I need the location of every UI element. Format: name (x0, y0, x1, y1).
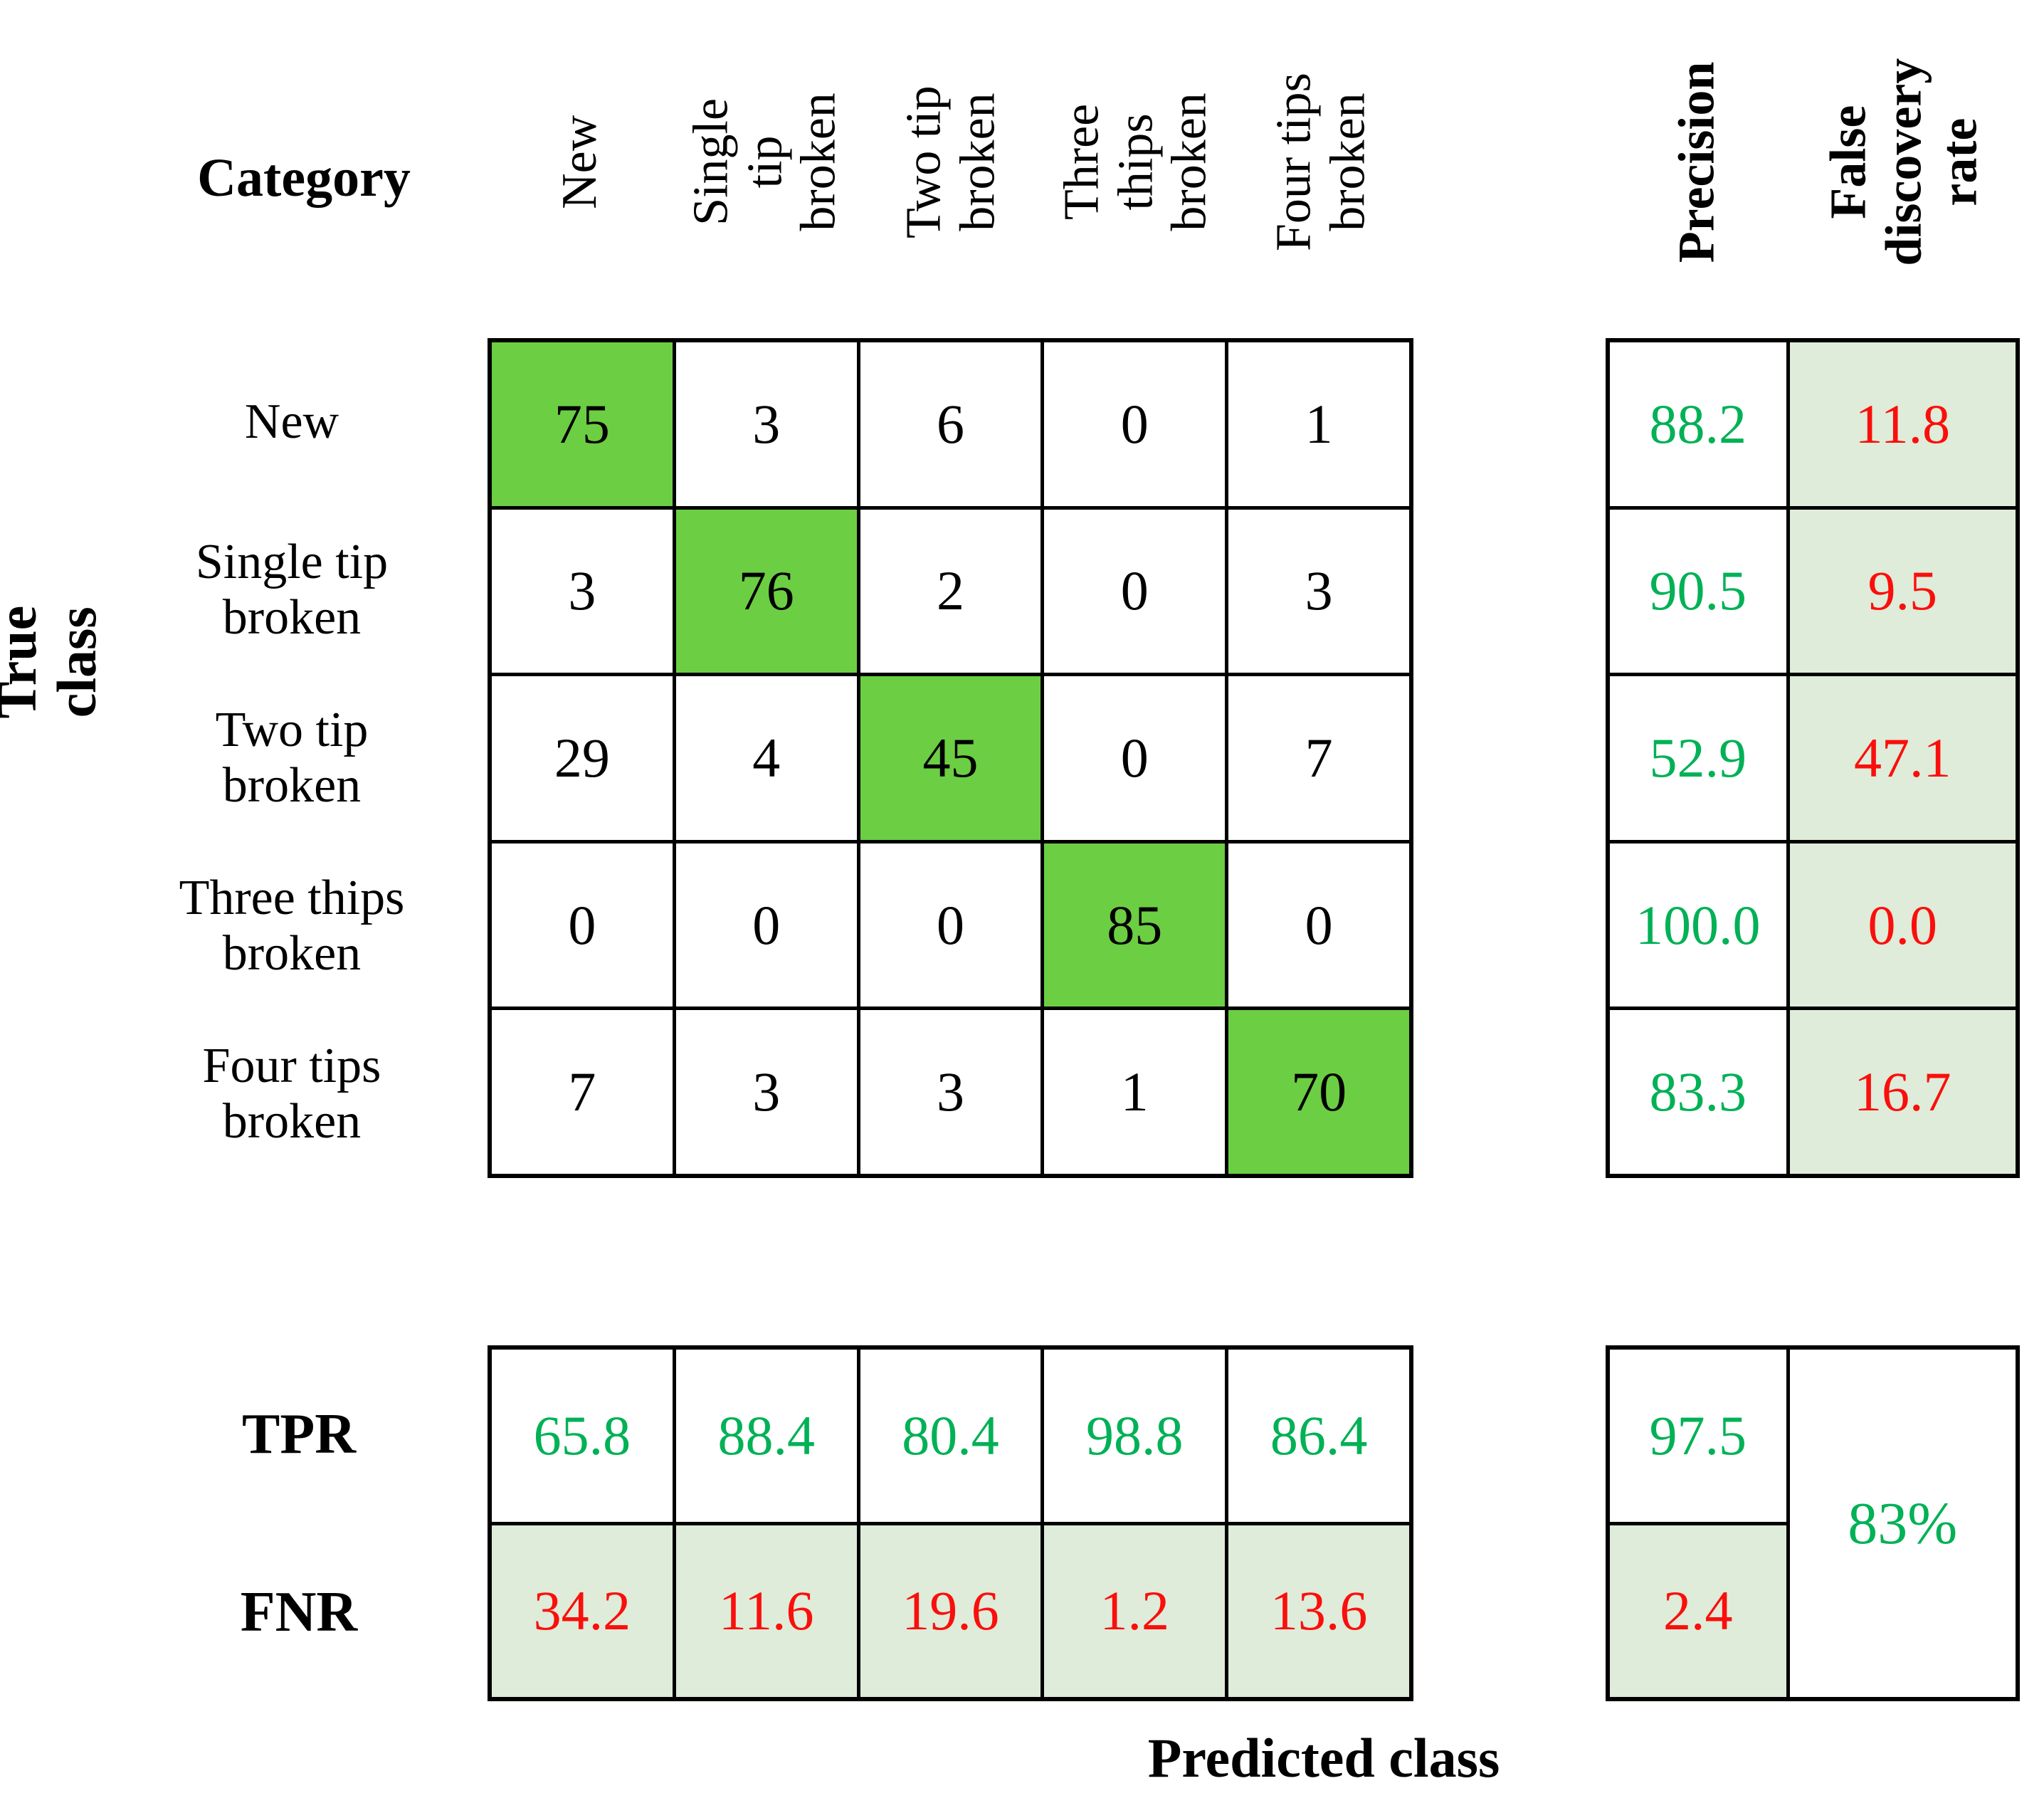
precision-cell: 88.2 (1610, 342, 1786, 506)
matrix-cell: 3 (675, 342, 857, 506)
matrix-cell: 70 (1228, 1010, 1409, 1174)
true-class-axis-label: True class (0, 605, 108, 719)
matrix-cell: 76 (675, 509, 857, 673)
matrix-cell: 75 (492, 342, 673, 506)
column-header-new: New (488, 0, 673, 324)
false-discovery-rate-header: False discovery rate (1811, 0, 1996, 324)
false-discovery-rate-header-label: False discovery rate (1819, 58, 1987, 266)
fnr-cell: 13.6 (1228, 1525, 1409, 1697)
row-label-three-thips-broken: Three thips broken (179, 870, 405, 981)
matrix-cell: 7 (492, 1010, 673, 1174)
tpr-label: TPR (242, 1402, 356, 1466)
fnr-cell: 19.6 (860, 1525, 1041, 1697)
precision-header: Precision (1604, 0, 1789, 324)
column-header-label: Two tip broken (896, 85, 1005, 238)
row-label-new: New (244, 394, 339, 449)
precision-cell: 100.0 (1610, 843, 1786, 1007)
fdr-cell: 9.5 (1789, 509, 2016, 673)
matrix-cell: 7 (1228, 676, 1409, 840)
matrix-cell: 0 (1044, 342, 1226, 506)
column-header-four-tips-broken: Four tips broken (1228, 0, 1413, 324)
matrix-cell: 0 (1228, 843, 1409, 1007)
fdr-cell: 47.1 (1789, 676, 2016, 840)
fdr-cell: 16.7 (1789, 1010, 2016, 1174)
matrix-cell: 0 (492, 843, 673, 1007)
column-header-two-tip-broken: Two tip broken (858, 0, 1043, 324)
tpr-cell: 86.4 (1228, 1350, 1409, 1522)
column-header-label: Three thips broken (1054, 93, 1217, 231)
fnr-label: FNR (240, 1580, 358, 1644)
matrix-cell: 85 (1044, 843, 1226, 1007)
row-label-two-tip-broken: Two tip broken (215, 702, 369, 813)
true-class-axis-label-box: True class (0, 335, 107, 989)
matrix-cell: 0 (675, 843, 857, 1007)
matrix-cell: 4 (675, 676, 857, 840)
tpr-cell: 65.8 (492, 1350, 673, 1522)
row-label-four-tips-broken: Four tips broken (202, 1038, 381, 1149)
precision-fdr-grid: 88.2 11.8 90.5 9.5 52.9 47.1 100.0 0.0 8… (1606, 338, 2020, 1178)
confusion-matrix-grid: 75 3 6 0 1 3 76 2 0 3 29 4 45 0 7 0 0 0 … (488, 338, 1413, 1178)
matrix-cell: 3 (860, 1010, 1041, 1174)
matrix-cell: 3 (1228, 509, 1409, 673)
overall-tpr-precision-cell: 97.5 (1610, 1350, 1786, 1522)
matrix-cell: 3 (492, 509, 673, 673)
matrix-cell: 1 (1044, 1010, 1226, 1174)
category-label: Category (197, 147, 411, 208)
matrix-cell: 6 (860, 342, 1041, 506)
fdr-cell: 11.8 (1789, 342, 2016, 506)
overall-summary-grid: 97.5 83% 2.4 (1606, 1345, 2020, 1701)
matrix-cell: 1 (1228, 342, 1409, 506)
tpr-cell: 88.4 (675, 1350, 857, 1522)
fnr-cell: 34.2 (492, 1525, 673, 1697)
matrix-cell: 3 (675, 1010, 857, 1174)
matrix-cell: 45 (860, 676, 1041, 840)
column-header-label: New (552, 115, 608, 209)
precision-cell: 90.5 (1610, 509, 1786, 673)
overall-fnr-precision-cell: 2.4 (1610, 1525, 1786, 1697)
precision-cell: 83.3 (1610, 1010, 1786, 1174)
predicted-class-axis-label: Predicted class (1147, 1727, 1500, 1789)
tpr-cell: 98.8 (1044, 1350, 1226, 1522)
fnr-cell: 1.2 (1044, 1525, 1226, 1697)
column-header-label: Four tips broken (1266, 73, 1375, 251)
column-header-label: Single tip broken (683, 93, 846, 231)
tpr-fnr-grid: 65.8 88.4 80.4 98.8 86.4 34.2 11.6 19.6 … (488, 1345, 1413, 1701)
matrix-cell: 2 (860, 509, 1041, 673)
overall-accuracy-cell: 83% (1789, 1350, 2016, 1697)
fnr-cell: 11.6 (675, 1525, 857, 1697)
column-header-three-thips-broken: Three thips broken (1043, 0, 1228, 324)
precision-header-label: Precision (1668, 61, 1725, 263)
matrix-cell: 0 (1044, 676, 1226, 840)
matrix-cell: 29 (492, 676, 673, 840)
matrix-cell: 0 (860, 843, 1041, 1007)
precision-cell: 52.9 (1610, 676, 1786, 840)
matrix-cell: 0 (1044, 509, 1226, 673)
fdr-cell: 0.0 (1789, 843, 2016, 1007)
column-header-single-tip-broken: Single tip broken (673, 0, 858, 324)
tpr-cell: 80.4 (860, 1350, 1041, 1522)
row-label-single-tip-broken: Single tip broken (195, 534, 389, 645)
